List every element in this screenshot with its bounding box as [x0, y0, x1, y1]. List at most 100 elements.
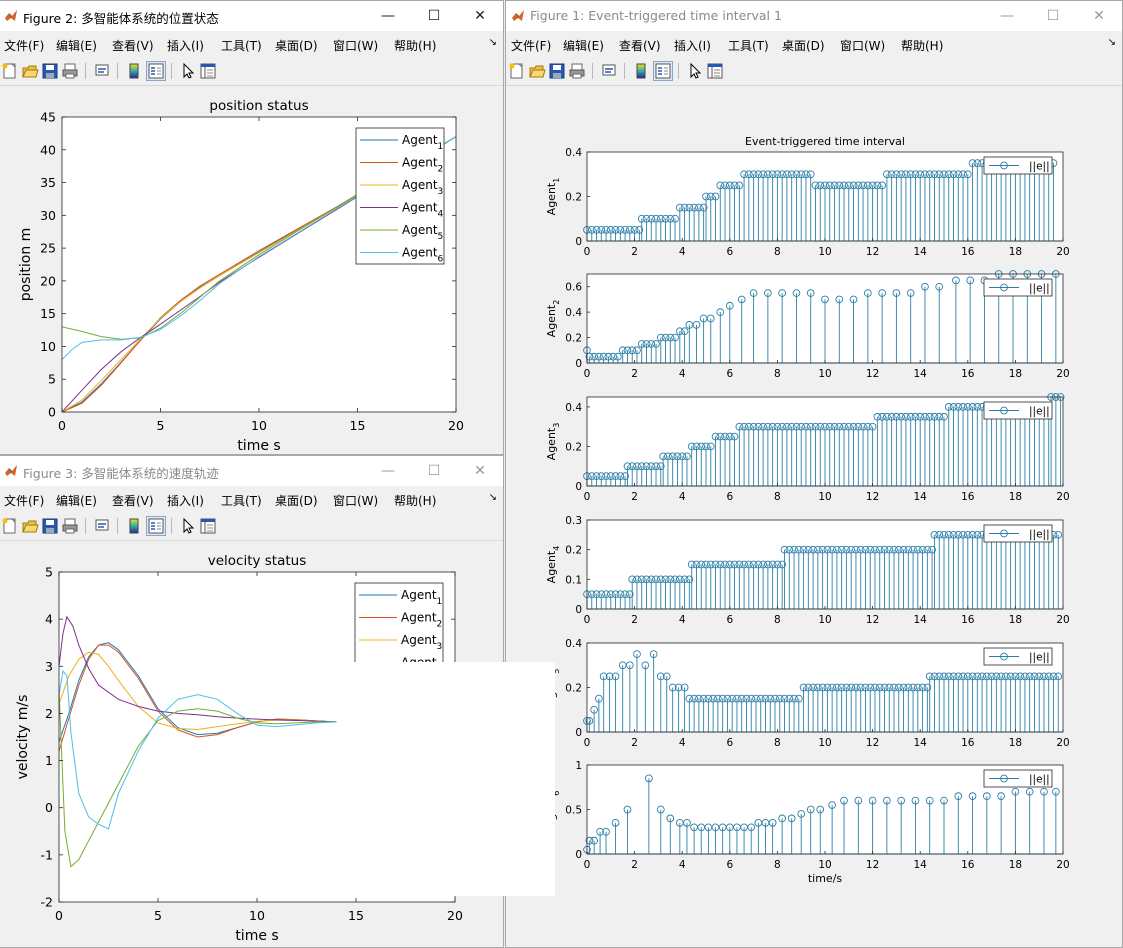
stem-marker: [861, 683, 870, 692]
property-icon[interactable]: [706, 62, 724, 80]
figure2-titlebar[interactable]: Figure 2: 多智能体系统的位置状态 — ☐ ✕: [0, 1, 503, 31]
menu-item[interactable]: 工具(T): [221, 494, 262, 508]
stem-marker: [597, 226, 606, 234]
menu-item[interactable]: 编辑(E): [56, 494, 97, 508]
stem-marker: [656, 462, 665, 471]
stem-marker: [709, 694, 717, 703]
close-button[interactable]: ✕: [474, 463, 486, 479]
stem-marker: [773, 422, 782, 431]
menu-item[interactable]: 帮助(H): [901, 39, 944, 53]
stem-marker: [685, 694, 694, 703]
toolbar-separator: [85, 63, 86, 79]
x-tick-label: 10: [249, 908, 265, 923]
legend-icon[interactable]: [146, 516, 166, 536]
stem-marker: [611, 226, 620, 234]
open-icon[interactable]: [21, 517, 39, 535]
menu-item[interactable]: 文件(F): [4, 39, 45, 53]
new-figure-icon[interactable]: [508, 62, 526, 80]
stem-marker: [756, 694, 765, 703]
menu-item[interactable]: 插入(I): [674, 39, 711, 53]
menu-item[interactable]: 查看(V): [112, 494, 154, 508]
maximize-button[interactable]: ☐: [1046, 8, 1060, 24]
stem-marker: [647, 340, 656, 348]
menu-item[interactable]: 插入(I): [167, 494, 204, 508]
menu-item[interactable]: 查看(V): [619, 39, 661, 53]
menu-overflow-icon[interactable]: ↘: [1107, 37, 1116, 48]
pointer-icon[interactable]: [179, 517, 197, 535]
menu-overflow-icon[interactable]: ↘: [488, 492, 497, 503]
legend-icon[interactable]: [146, 61, 166, 81]
legend-icon[interactable]: [653, 61, 673, 81]
close-button[interactable]: ✕: [1093, 8, 1105, 24]
figure1-toolbar: [506, 57, 1122, 86]
menu-item[interactable]: 窗口(W): [333, 39, 379, 53]
minimize-button[interactable]: —: [381, 8, 395, 24]
colorbar-icon[interactable]: [125, 517, 143, 535]
minimize-button[interactable]: —: [1000, 8, 1014, 24]
property-icon[interactable]: [199, 62, 217, 80]
print-icon[interactable]: [61, 517, 79, 535]
menu-item[interactable]: 工具(T): [728, 39, 769, 53]
open-icon[interactable]: [528, 62, 546, 80]
y-tick-label: 0.5: [565, 805, 582, 817]
menu-item[interactable]: 查看(V): [112, 39, 154, 53]
x-tick-label: 16: [961, 368, 975, 380]
save-icon[interactable]: [41, 517, 59, 535]
stem-marker: [602, 226, 610, 234]
colorbar-icon[interactable]: [125, 62, 143, 80]
stem-marker: [595, 352, 603, 361]
link-icon[interactable]: [93, 62, 111, 80]
figure3-titlebar[interactable]: Figure 3: 多智能体系统的速度轨迹 — ☐ ✕: [0, 456, 503, 486]
maximize-button[interactable]: ☐: [427, 8, 441, 24]
pointer-icon[interactable]: [686, 62, 704, 80]
menu-item[interactable]: 编辑(E): [56, 39, 97, 53]
menu-item[interactable]: 桌面(D): [782, 39, 825, 53]
new-figure-icon[interactable]: [1, 517, 19, 535]
link-icon[interactable]: [600, 62, 618, 80]
menu-item[interactable]: 文件(F): [511, 39, 552, 53]
save-icon[interactable]: [41, 62, 59, 80]
menu-overflow-icon[interactable]: ↘: [488, 37, 497, 48]
pointer-icon[interactable]: [179, 62, 197, 80]
print-icon[interactable]: [61, 62, 79, 80]
legend-entry: ||e||: [1029, 529, 1050, 541]
stem-marker: [966, 276, 975, 285]
menu-item[interactable]: 编辑(E): [563, 39, 604, 53]
stem-marker: [954, 170, 963, 179]
figure1-titlebar[interactable]: Figure 1: Event-triggered time interval …: [506, 1, 1122, 31]
stem-marker: [595, 694, 603, 703]
stem-marker: [616, 226, 625, 234]
link-icon[interactable]: [93, 517, 111, 535]
stem-marker: [587, 590, 596, 599]
minimize-button[interactable]: —: [381, 463, 395, 479]
menu-item[interactable]: 窗口(W): [840, 39, 886, 53]
new-figure-icon[interactable]: [1, 62, 19, 80]
save-icon[interactable]: [548, 62, 566, 80]
maximize-button[interactable]: ☐: [427, 463, 441, 479]
x-tick-label: 2: [631, 368, 638, 380]
stem-marker: [611, 590, 620, 599]
menu-item[interactable]: 工具(T): [221, 39, 262, 53]
stem-marker: [675, 203, 684, 212]
property-icon[interactable]: [199, 517, 217, 535]
menu-item[interactable]: 桌面(D): [275, 39, 318, 53]
menu-item[interactable]: 插入(I): [167, 39, 204, 53]
stem-marker: [866, 683, 875, 692]
stem-marker: [847, 545, 856, 554]
close-button[interactable]: ✕: [474, 8, 486, 24]
stem-marker: [902, 412, 910, 421]
stem-marker: [773, 560, 782, 569]
stem-marker: [628, 462, 637, 471]
open-icon[interactable]: [21, 62, 39, 80]
menu-item[interactable]: 桌面(D): [275, 494, 318, 508]
print-icon[interactable]: [568, 62, 586, 80]
toolbar-separator: [171, 518, 172, 534]
menu-item[interactable]: 帮助(H): [394, 494, 437, 508]
menu-item[interactable]: 文件(F): [4, 494, 45, 508]
menu-item[interactable]: 帮助(H): [394, 39, 437, 53]
colorbar-icon[interactable]: [632, 62, 650, 80]
menu-item[interactable]: 窗口(W): [333, 494, 379, 508]
stem-marker: [711, 192, 720, 201]
figure1-menubar: 文件(F) 编辑(E) 查看(V) 插入(I) 工具(T) 桌面(D) 窗口(W) 帮助(H)…: [506, 31, 1122, 57]
stem-marker: [854, 181, 863, 190]
